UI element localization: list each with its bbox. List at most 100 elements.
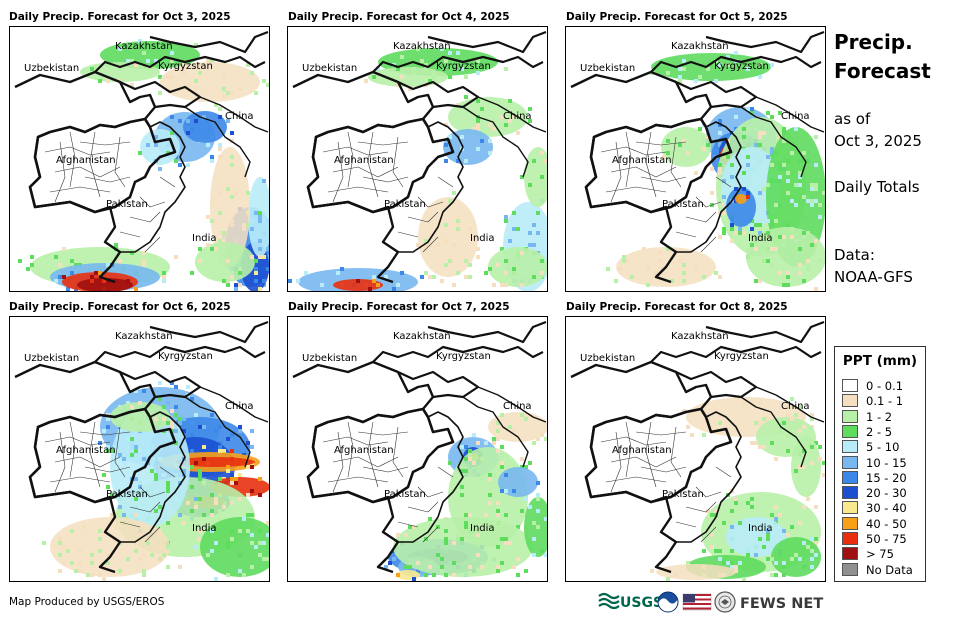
precip-pixel xyxy=(806,199,810,203)
precip-pixel xyxy=(174,405,178,409)
precip-pixel xyxy=(810,565,814,569)
precip-pixel xyxy=(786,413,790,417)
precip-pixel xyxy=(758,445,762,449)
precip-pixel xyxy=(460,135,464,139)
precip-pixel xyxy=(206,215,210,219)
precip-pixel xyxy=(134,449,138,453)
precip-pixel xyxy=(174,413,178,417)
precip-pixel xyxy=(170,421,174,425)
precip-pixel xyxy=(798,557,802,561)
precip-pixel xyxy=(464,445,468,449)
precip-pixel xyxy=(738,231,742,235)
precip-pixel xyxy=(440,565,444,569)
noaa-logo-icon xyxy=(657,591,679,613)
precip-pixel xyxy=(376,283,380,287)
precip-pixel xyxy=(488,267,492,271)
precip-pixel xyxy=(428,275,432,279)
precip-pixel xyxy=(444,239,448,243)
precip-pixel xyxy=(516,573,520,577)
precip-pixel xyxy=(512,429,516,433)
precip-pixel xyxy=(428,517,432,521)
legend-item: 0 - 0.1 xyxy=(842,379,903,393)
precip-pixel xyxy=(500,247,504,251)
precip-pixel xyxy=(142,569,146,573)
precip-pixel xyxy=(798,465,802,469)
precip-pixel xyxy=(30,263,34,267)
precip-pixel xyxy=(190,449,194,453)
precip-pixel xyxy=(504,123,508,127)
precip-pixel xyxy=(540,433,544,437)
precip-pixel xyxy=(246,223,250,227)
legend-swatch xyxy=(842,424,858,438)
precip-pixel xyxy=(766,231,770,235)
precip-pixel xyxy=(238,473,242,477)
precip-pixel xyxy=(468,275,472,279)
precip-pixel xyxy=(646,267,650,271)
precip-pixel xyxy=(818,203,822,207)
precip-pixel xyxy=(492,441,496,445)
precip-pixel xyxy=(778,271,782,275)
precip-pixel xyxy=(818,457,822,461)
precip-pixel xyxy=(58,553,62,557)
precip-pixel xyxy=(488,123,492,127)
precip-pixel xyxy=(142,573,146,577)
precip-pixel xyxy=(666,577,670,581)
precip-pixel xyxy=(528,243,532,247)
precip-pixel xyxy=(782,283,786,287)
precip-pixel xyxy=(202,457,206,461)
country-label-kazakhstan: Kazakhstan xyxy=(115,41,173,52)
precip-pixel xyxy=(234,481,238,485)
precip-pixel xyxy=(206,243,210,247)
precip-pixel xyxy=(58,263,62,267)
precip-pixel xyxy=(536,497,540,501)
precip-pixel xyxy=(58,541,62,545)
precip-pixel xyxy=(746,163,750,167)
precip-pixel xyxy=(468,513,472,517)
precip-pixel xyxy=(396,573,400,577)
precip-pixel xyxy=(158,505,162,509)
precip-pixel xyxy=(508,119,512,123)
precip-pixel xyxy=(492,127,496,131)
precip-pixel xyxy=(504,489,508,493)
precip-pixel xyxy=(234,283,238,287)
border-line xyxy=(322,421,409,493)
precip-pixel xyxy=(730,239,734,243)
precip-pixel xyxy=(190,433,194,437)
precip-pixel xyxy=(492,283,496,287)
precip-pixel xyxy=(734,501,738,505)
precip-pixel xyxy=(794,413,798,417)
precip-pixel xyxy=(650,569,654,573)
precip-pixel xyxy=(814,553,818,557)
country-label-india: India xyxy=(470,233,495,244)
precip-pixel xyxy=(214,247,218,251)
precip-pixel xyxy=(770,151,774,155)
precip-area xyxy=(661,127,711,167)
map-svg: Kazakhstan Uzbekistan Kyrgyzstan China Afgha… xyxy=(14,30,269,291)
fews-net-logo: FEWS NET xyxy=(740,596,823,612)
precip-pixel xyxy=(134,477,138,481)
precip-pixel xyxy=(126,557,130,561)
precip-pixel xyxy=(242,573,246,577)
legend-swatch xyxy=(842,547,858,561)
precip-pixel xyxy=(250,465,254,469)
precip-area xyxy=(726,187,756,227)
precip-pixel xyxy=(702,565,706,569)
precip-pixel xyxy=(194,461,198,465)
precip-pixel xyxy=(706,413,710,417)
precip-pixel xyxy=(142,251,146,255)
precip-pixel xyxy=(210,549,214,553)
precip-pixel xyxy=(496,545,500,549)
precip-pixel xyxy=(190,509,194,513)
precip-pixel xyxy=(666,151,670,155)
legend-item: 20 - 30 xyxy=(842,486,907,500)
precip-pixel xyxy=(710,191,714,195)
precip-pixel xyxy=(766,533,770,537)
precip-pixel xyxy=(258,215,262,219)
precip-pixel xyxy=(230,449,234,453)
precip-pixel xyxy=(198,537,202,541)
precip-pixel xyxy=(214,103,218,107)
precip-pixel xyxy=(198,71,202,75)
precip-pixel xyxy=(166,481,170,485)
precip-pixel xyxy=(214,501,218,505)
precip-pixel xyxy=(404,533,408,537)
